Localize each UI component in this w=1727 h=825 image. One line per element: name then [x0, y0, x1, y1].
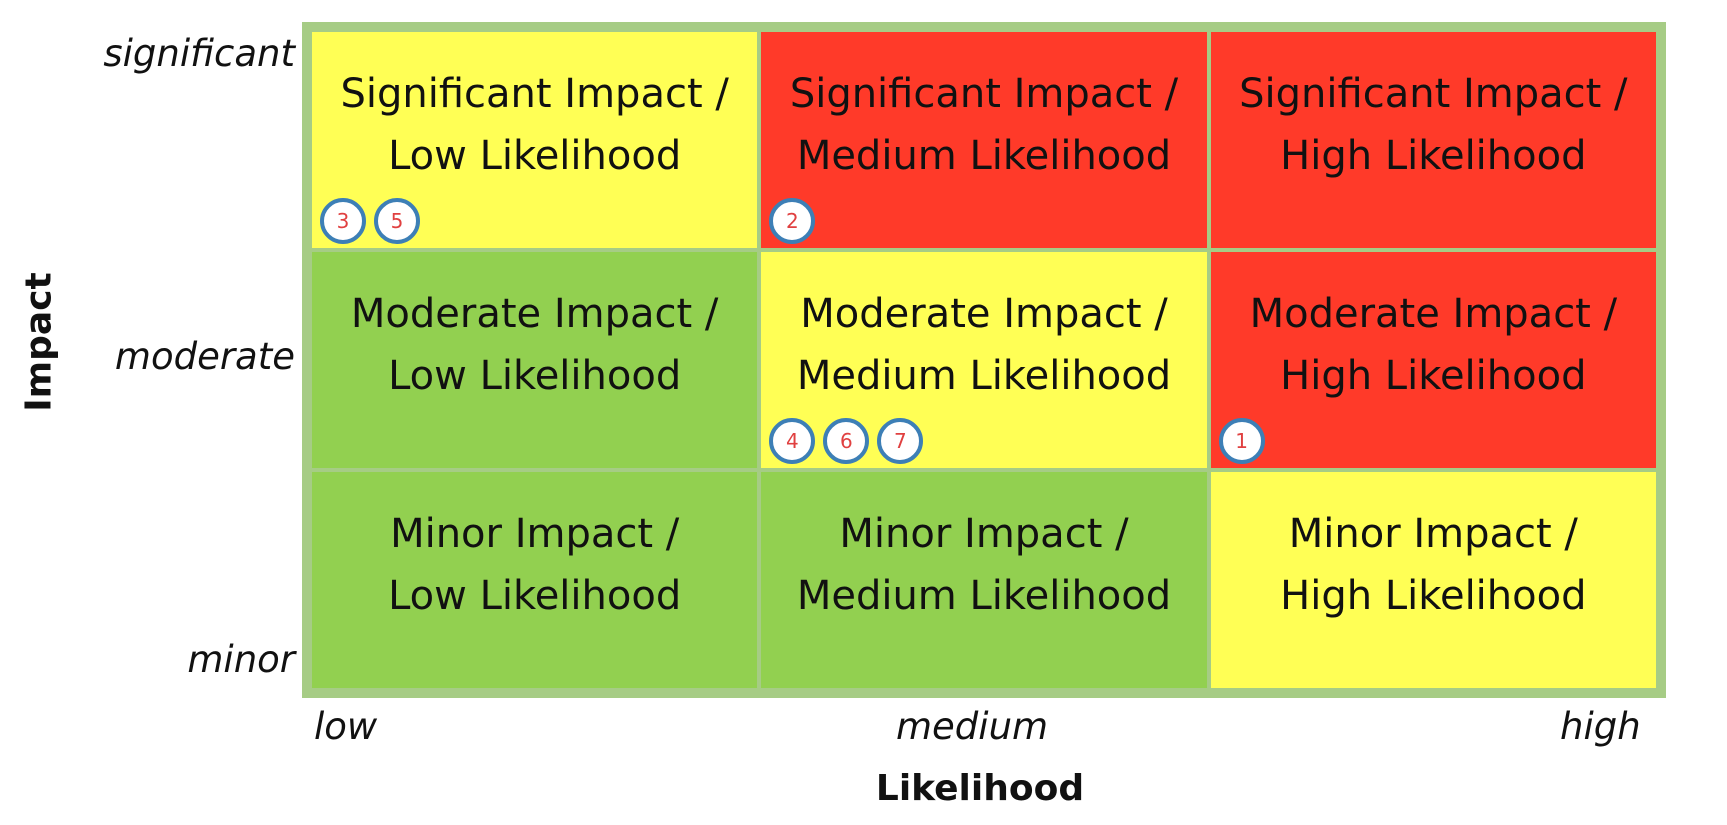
cell-label: Significant Impact / High Likelihood [1229, 63, 1637, 187]
cell-label: Significant Impact / Medium Likelihood [780, 63, 1188, 187]
cell-label-line2: Medium Likelihood [796, 353, 1172, 399]
risk-marker[interactable]: 4 [769, 418, 816, 464]
marker-group: 3 5 [320, 198, 420, 244]
cell-label-line1: Moderate Impact / [350, 291, 719, 337]
cell-label-line1: Significant Impact / [340, 71, 729, 117]
cell-minor-high: Minor Impact / High Likelihood [1210, 472, 1656, 688]
cell-minor-medium: Minor Impact / Medium Likelihood [761, 472, 1207, 688]
cell-label-line1: Significant Impact / [1239, 71, 1628, 117]
cell-label-line2: Low Likelihood [388, 573, 682, 619]
cell-significant-high: Significant Impact / High Likelihood [1210, 32, 1656, 248]
x-tick-medium: medium [896, 705, 1049, 748]
cell-label: Minor Impact / Medium Likelihood [787, 503, 1181, 627]
cell-label-line1: Minor Impact / [1288, 511, 1578, 557]
cell-label-line2: Medium Likelihood [796, 573, 1172, 619]
cell-label-line2: Low Likelihood [388, 353, 682, 399]
cell-moderate-medium: Moderate Impact / Medium Likelihood 4 6 … [761, 252, 1207, 468]
marker-group: 4 6 7 [769, 418, 924, 464]
cell-significant-low: Significant Impact / Low Likelihood 3 5 [312, 32, 758, 248]
cell-label-line2: Medium Likelihood [796, 133, 1172, 179]
x-tick-low: low [314, 705, 378, 748]
cell-significant-medium: Significant Impact / Medium Likelihood 2 [761, 32, 1207, 248]
cell-label: Significant Impact / Low Likelihood [330, 63, 738, 187]
cell-label-line2: High Likelihood [1280, 353, 1587, 399]
cell-moderate-high: Moderate Impact / High Likelihood 1 [1210, 252, 1656, 468]
y-tick-moderate: moderate [114, 335, 295, 378]
risk-matrix: Significant Impact / Low Likelihood 3 5 … [302, 22, 1666, 698]
cell-label-line1: Minor Impact / [390, 511, 680, 557]
risk-marker[interactable]: 3 [320, 198, 366, 244]
cell-label-line2: Low Likelihood [388, 133, 682, 179]
cell-minor-low: Minor Impact / Low Likelihood [312, 472, 758, 688]
cell-label-line2: High Likelihood [1280, 573, 1587, 619]
cell-label-line1: Minor Impact / [839, 511, 1129, 557]
marker-group: 1 [1218, 418, 1265, 464]
cell-label-line2: High Likelihood [1280, 133, 1587, 179]
x-axis-title: Likelihood [875, 768, 1085, 809]
cell-label: Moderate Impact / Medium Likelihood [787, 283, 1181, 407]
risk-marker[interactable]: 5 [374, 198, 420, 244]
y-tick-minor: minor [187, 638, 295, 681]
cell-label-line1: Moderate Impact / [800, 291, 1168, 337]
cell-label: Minor Impact / Low Likelihood [378, 503, 691, 627]
cell-label: Moderate Impact / Low Likelihood [341, 283, 728, 407]
risk-marker[interactable]: 7 [877, 418, 924, 464]
cell-moderate-low: Moderate Impact / Low Likelihood [312, 252, 758, 468]
risk-marker[interactable]: 1 [1218, 418, 1265, 464]
risk-marker[interactable]: 6 [823, 418, 870, 464]
y-tick-significant: significant [103, 32, 295, 75]
x-tick-high: high [1560, 705, 1641, 748]
risk-marker[interactable]: 2 [769, 198, 816, 244]
cell-label-line1: Significant Impact / [789, 71, 1179, 117]
y-axis-title-text: Impact [18, 272, 60, 412]
y-axis-title: Impact [14, 262, 64, 422]
cell-label: Moderate Impact / High Likelihood [1240, 283, 1627, 407]
marker-group: 2 [769, 198, 816, 244]
cell-label-line1: Moderate Impact / [1249, 291, 1618, 337]
cell-label: Minor Impact / High Likelihood [1270, 503, 1596, 627]
